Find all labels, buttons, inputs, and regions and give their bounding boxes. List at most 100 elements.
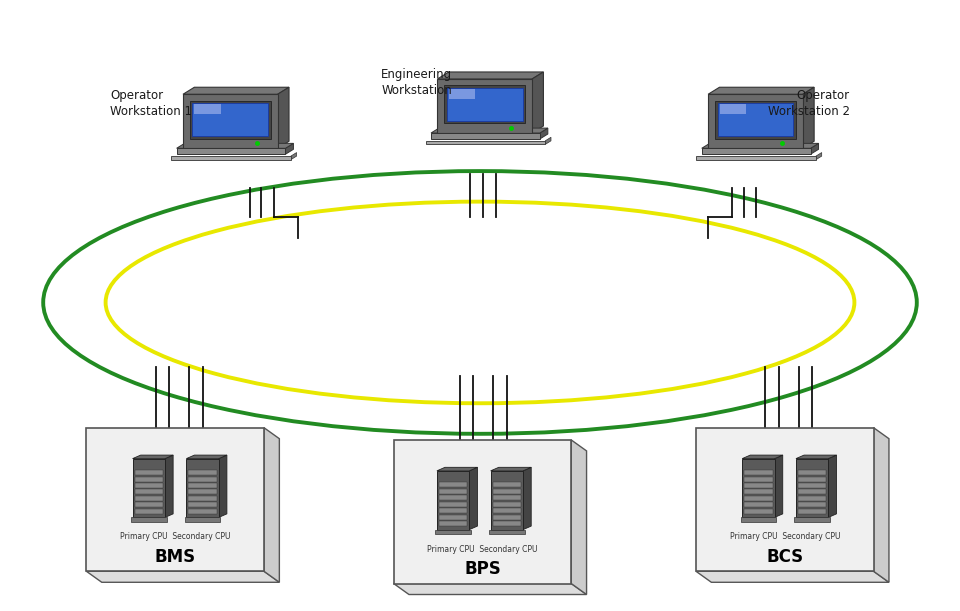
FancyBboxPatch shape: [798, 496, 827, 501]
FancyBboxPatch shape: [186, 459, 219, 518]
FancyBboxPatch shape: [171, 156, 291, 159]
Polygon shape: [810, 144, 819, 154]
FancyBboxPatch shape: [438, 79, 532, 133]
FancyBboxPatch shape: [134, 483, 163, 488]
Polygon shape: [437, 467, 477, 471]
FancyBboxPatch shape: [744, 477, 773, 481]
FancyBboxPatch shape: [717, 103, 793, 136]
FancyBboxPatch shape: [798, 477, 827, 481]
Polygon shape: [816, 153, 822, 159]
FancyBboxPatch shape: [439, 502, 468, 507]
Polygon shape: [696, 571, 889, 582]
Polygon shape: [438, 72, 543, 79]
FancyBboxPatch shape: [798, 502, 827, 507]
FancyBboxPatch shape: [492, 521, 521, 526]
FancyBboxPatch shape: [190, 101, 271, 139]
FancyBboxPatch shape: [702, 148, 810, 154]
FancyBboxPatch shape: [719, 104, 746, 114]
Text: BMS: BMS: [155, 548, 196, 566]
Text: Primary CPU  Secondary CPU: Primary CPU Secondary CPU: [427, 544, 538, 554]
FancyBboxPatch shape: [188, 496, 217, 501]
Polygon shape: [394, 584, 587, 595]
Text: Primary CPU  Secondary CPU: Primary CPU Secondary CPU: [730, 532, 840, 541]
FancyBboxPatch shape: [188, 502, 217, 507]
Polygon shape: [469, 467, 477, 530]
Polygon shape: [828, 455, 836, 518]
Polygon shape: [132, 455, 173, 459]
Polygon shape: [775, 455, 782, 518]
Polygon shape: [264, 428, 279, 582]
FancyBboxPatch shape: [744, 509, 773, 514]
FancyBboxPatch shape: [394, 440, 571, 584]
Polygon shape: [431, 128, 548, 133]
FancyBboxPatch shape: [134, 470, 163, 475]
FancyBboxPatch shape: [491, 471, 523, 530]
Text: Engineering
Workstation: Engineering Workstation: [381, 68, 452, 97]
FancyBboxPatch shape: [744, 502, 773, 507]
FancyBboxPatch shape: [448, 89, 475, 99]
FancyBboxPatch shape: [798, 483, 827, 488]
FancyBboxPatch shape: [184, 518, 221, 522]
FancyBboxPatch shape: [439, 489, 468, 494]
Polygon shape: [277, 87, 289, 148]
FancyBboxPatch shape: [696, 428, 874, 571]
Polygon shape: [186, 455, 227, 459]
Polygon shape: [523, 467, 531, 530]
Text: Operator
Workstation 1: Operator Workstation 1: [110, 89, 192, 119]
FancyBboxPatch shape: [425, 141, 545, 144]
FancyBboxPatch shape: [492, 496, 521, 500]
FancyBboxPatch shape: [798, 509, 827, 514]
FancyBboxPatch shape: [431, 133, 540, 139]
FancyBboxPatch shape: [183, 94, 277, 148]
FancyBboxPatch shape: [489, 530, 525, 534]
FancyBboxPatch shape: [492, 482, 521, 488]
Polygon shape: [491, 467, 531, 471]
FancyBboxPatch shape: [492, 502, 521, 507]
FancyBboxPatch shape: [86, 428, 264, 571]
Polygon shape: [86, 571, 279, 582]
Polygon shape: [702, 144, 819, 148]
FancyBboxPatch shape: [492, 489, 521, 494]
Text: Operator
Workstation 2: Operator Workstation 2: [768, 89, 850, 119]
FancyBboxPatch shape: [794, 518, 830, 522]
FancyBboxPatch shape: [435, 530, 471, 534]
Text: Primary CPU  Secondary CPU: Primary CPU Secondary CPU: [120, 532, 230, 541]
Polygon shape: [291, 153, 297, 159]
FancyBboxPatch shape: [194, 104, 221, 114]
FancyBboxPatch shape: [134, 509, 163, 514]
Polygon shape: [165, 455, 173, 518]
FancyBboxPatch shape: [744, 470, 773, 475]
FancyBboxPatch shape: [444, 86, 525, 123]
FancyBboxPatch shape: [188, 483, 217, 488]
Polygon shape: [285, 144, 294, 154]
FancyBboxPatch shape: [446, 87, 522, 121]
FancyBboxPatch shape: [437, 471, 469, 530]
Polygon shape: [545, 137, 551, 144]
FancyBboxPatch shape: [742, 459, 775, 518]
Polygon shape: [540, 128, 548, 139]
FancyBboxPatch shape: [134, 496, 163, 501]
Polygon shape: [708, 87, 814, 94]
FancyBboxPatch shape: [134, 502, 163, 507]
FancyBboxPatch shape: [177, 148, 285, 154]
FancyBboxPatch shape: [131, 518, 167, 522]
Polygon shape: [183, 87, 289, 94]
Text: BCS: BCS: [766, 548, 804, 566]
FancyBboxPatch shape: [796, 459, 828, 518]
FancyBboxPatch shape: [744, 483, 773, 488]
FancyBboxPatch shape: [188, 477, 217, 481]
Polygon shape: [742, 455, 782, 459]
FancyBboxPatch shape: [132, 459, 165, 518]
Polygon shape: [532, 72, 543, 133]
FancyBboxPatch shape: [188, 489, 217, 494]
FancyBboxPatch shape: [188, 470, 217, 475]
Polygon shape: [803, 87, 814, 148]
FancyBboxPatch shape: [708, 94, 803, 148]
FancyBboxPatch shape: [744, 496, 773, 501]
FancyBboxPatch shape: [798, 489, 827, 494]
FancyBboxPatch shape: [798, 470, 827, 475]
FancyBboxPatch shape: [439, 482, 468, 488]
FancyBboxPatch shape: [439, 521, 468, 526]
FancyBboxPatch shape: [188, 509, 217, 514]
FancyBboxPatch shape: [740, 518, 777, 522]
